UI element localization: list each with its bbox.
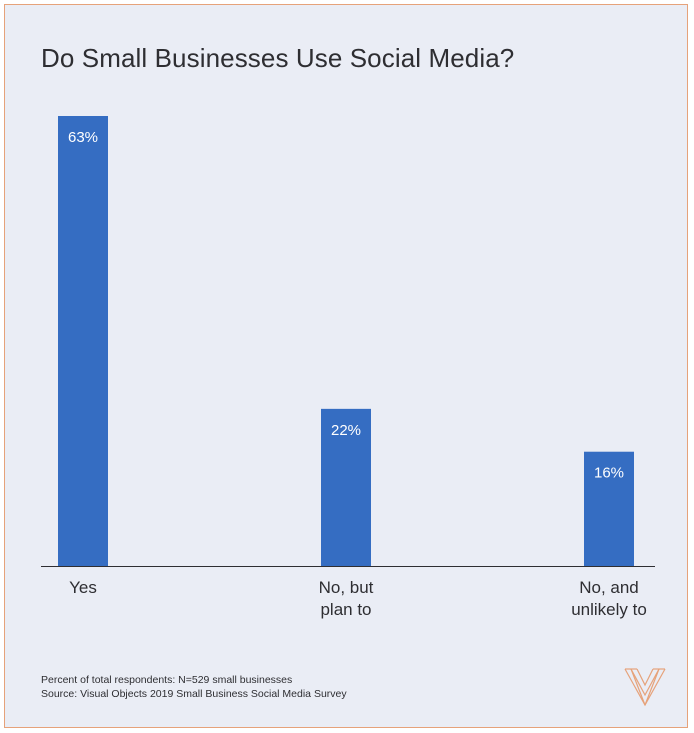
respondents-note: Percent of total respondents: N=529 smal… xyxy=(41,674,293,686)
chart-title: Do Small Businesses Use Social Media? xyxy=(41,43,515,73)
source-note: Source: Visual Objects 2019 Small Busine… xyxy=(41,688,347,700)
category-label-1: No, but plan to xyxy=(319,578,374,619)
bar-chart: 63% Yes 22% No, but plan to 16% No, and unlikel… xyxy=(41,116,655,619)
category-label-0: Yes xyxy=(69,578,97,597)
data-label-1: 22% xyxy=(331,422,361,439)
chart-card: Do Small Businesses Use Social Media? 63… xyxy=(4,4,688,728)
visual-objects-v-logo-icon xyxy=(624,668,666,707)
footnotes: Percent of total respondents: N=529 smal… xyxy=(41,673,347,701)
data-label-0: 63% xyxy=(68,129,98,146)
data-label-2: 16% xyxy=(594,465,624,482)
bar-1 xyxy=(321,408,371,566)
bar-2 xyxy=(584,451,634,566)
category-label-2: No, and unlikely to xyxy=(571,578,647,619)
bar-0 xyxy=(58,116,108,566)
